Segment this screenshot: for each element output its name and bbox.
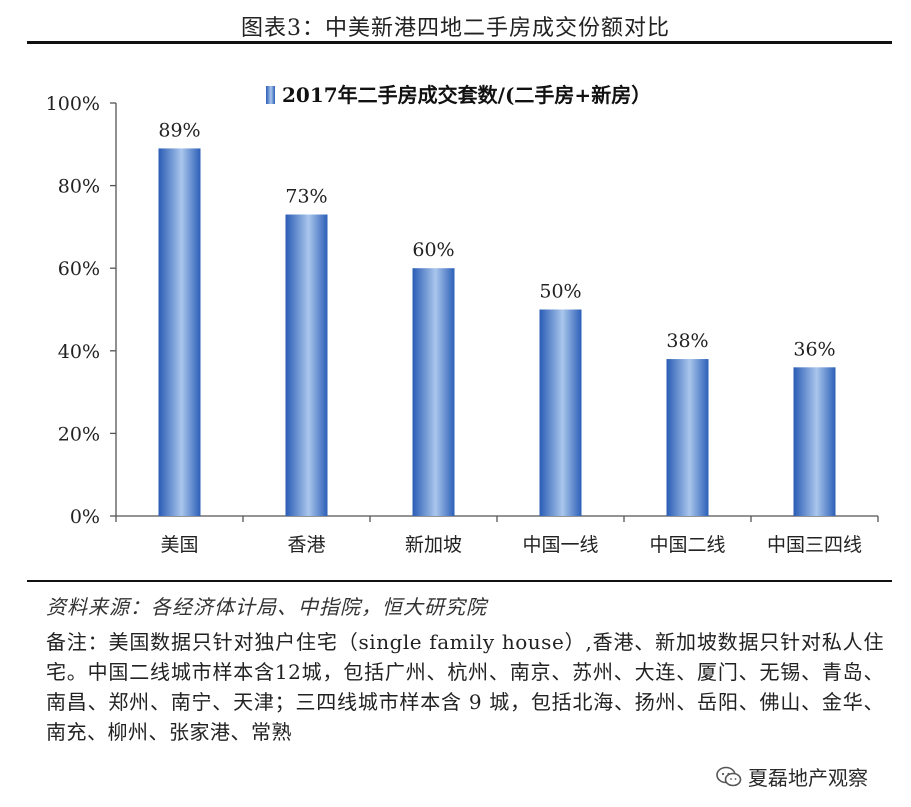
y-tick-label: 0% <box>70 506 100 528</box>
y-tick-label: 100% <box>46 93 100 115</box>
x-tick-label: 香港 <box>287 534 325 556</box>
chart-legend: 2017年二手房成交套数/(二手房+新房） <box>266 83 651 107</box>
legend-swatch <box>266 86 275 104</box>
bar-chart: 2017年二手房成交套数/(二手房+新房） 0% 20% 40% 60% 80% 100%… <box>46 83 879 556</box>
x-tick-label: 新加坡 <box>405 534 462 556</box>
watermark: 夏磊地产观察 <box>712 760 876 793</box>
legend-label: 2017年二手房成交套数/(二手房+新房） <box>282 83 651 107</box>
bar <box>793 367 836 516</box>
figure-title: 图表3：中美新港四地二手房成交份额对比 <box>241 16 670 41</box>
chart-axes: 0% 20% 40% 60% 80% 100% 美国 香港 新加坡 中国一线 中国二线 中国三四线 <box>46 93 879 556</box>
watermark-text: 夏磊地产观察 <box>748 766 868 790</box>
divider-rule <box>27 580 892 582</box>
chart-bars: 89% 73% 60% 50% 38% 36% <box>158 119 836 516</box>
top-rule <box>27 41 892 44</box>
data-label: 38% <box>666 330 708 352</box>
bar <box>666 359 709 516</box>
data-label: 36% <box>793 338 835 360</box>
data-label: 73% <box>285 186 327 208</box>
x-tick-label: 中国三四线 <box>767 534 862 556</box>
bar <box>158 148 201 516</box>
x-tick-label: 中国二线 <box>649 534 725 556</box>
source-text: 资料来源：各经济体计局、中指院，恒大研究院 <box>46 595 487 619</box>
x-tick-label: 美国 <box>160 534 198 556</box>
wechat-icon <box>716 766 742 786</box>
bar <box>285 214 328 516</box>
x-tick-label: 中国一线 <box>522 534 598 556</box>
y-tick-label: 40% <box>58 341 100 363</box>
y-tick-label: 60% <box>58 258 100 280</box>
bar <box>412 268 455 516</box>
y-tick-label: 20% <box>58 423 100 445</box>
data-label: 60% <box>412 239 454 261</box>
y-tick-label: 80% <box>58 176 100 198</box>
data-label: 50% <box>539 281 581 303</box>
bar <box>539 309 582 516</box>
data-label: 89% <box>158 119 200 141</box>
note-text: 备注：美国数据只针对独户住宅（single family house）,香港、新… <box>46 630 884 744</box>
